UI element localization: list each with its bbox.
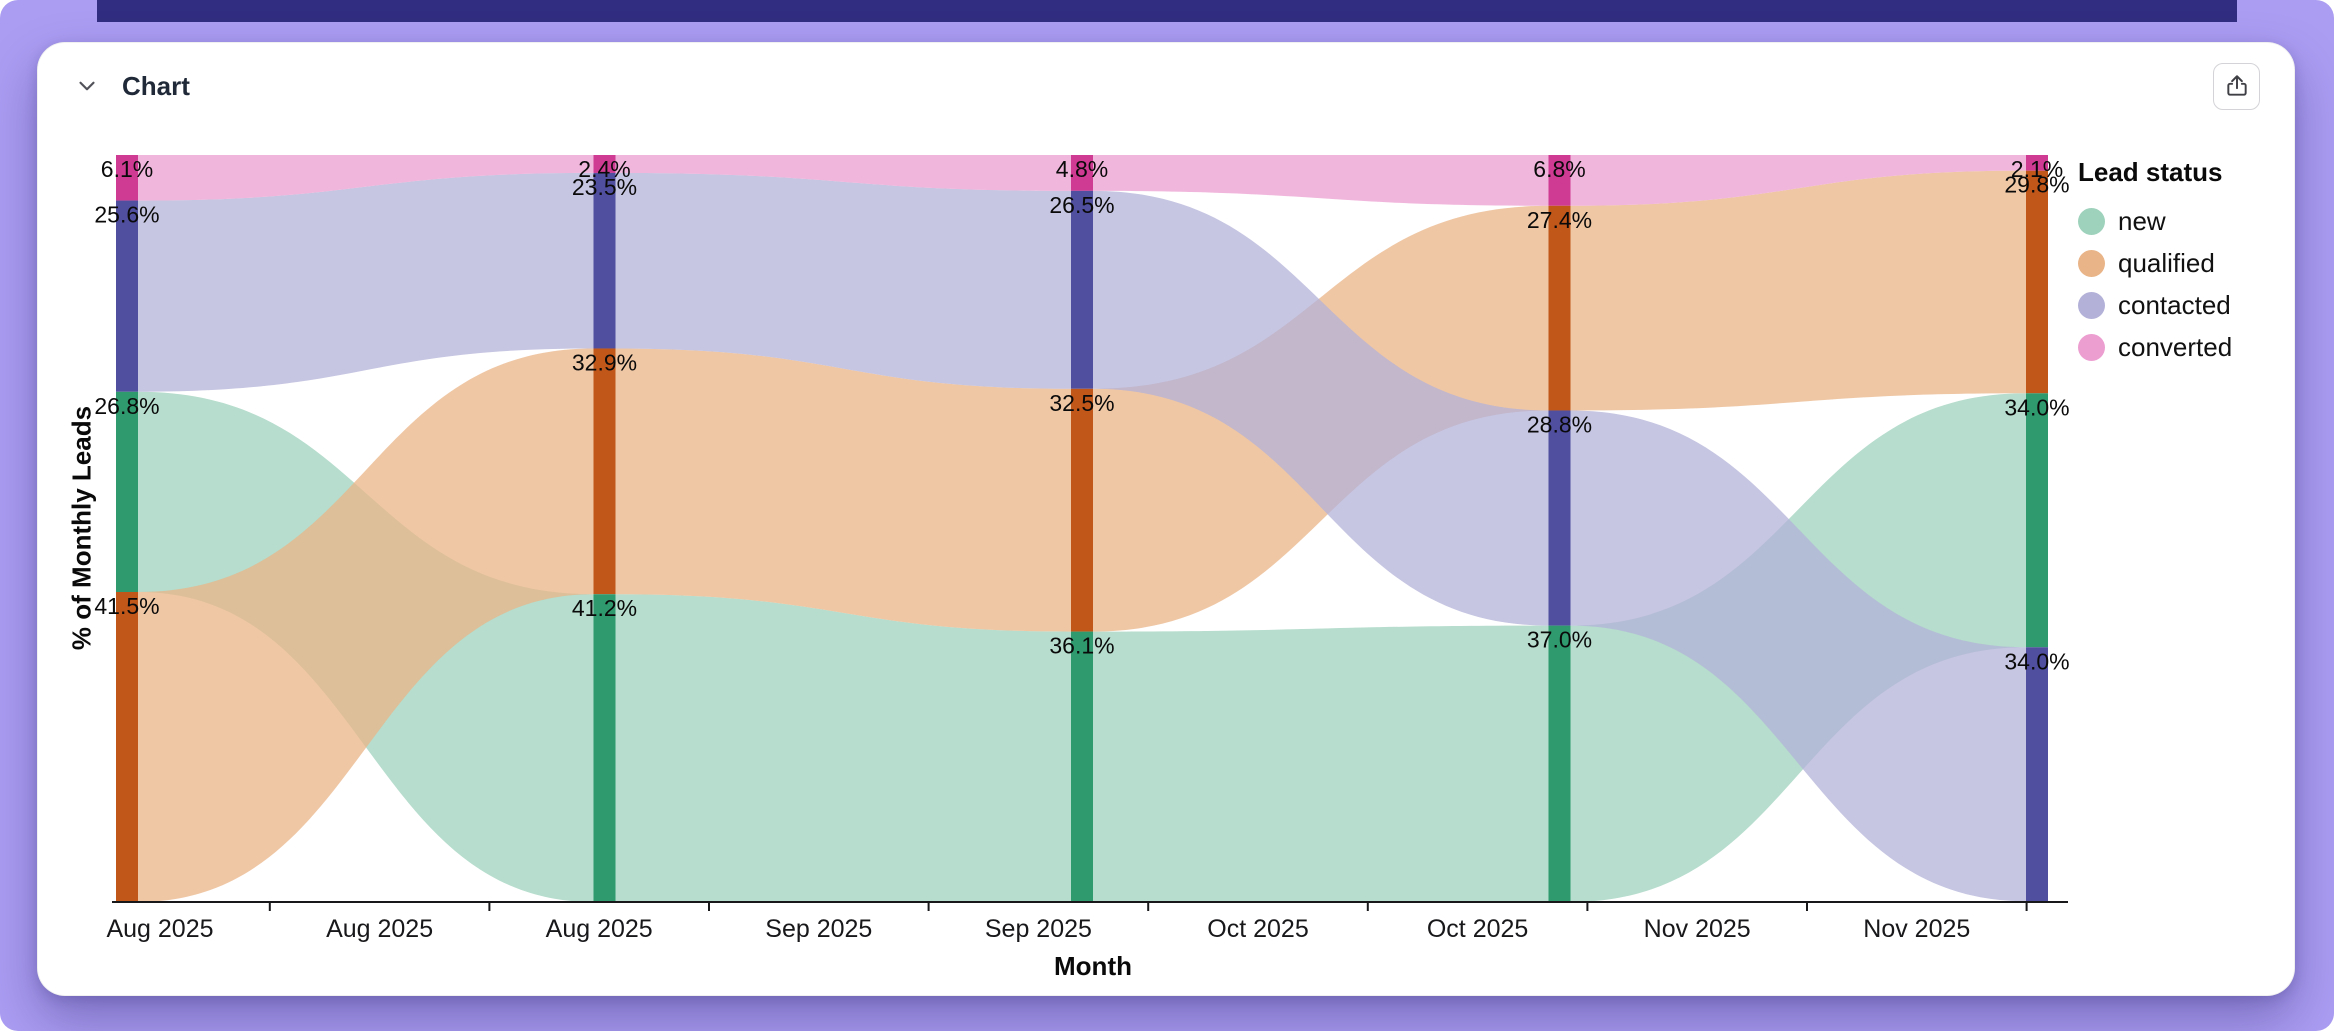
flow-contacted	[615, 172, 1071, 389]
chart-area: 6.1% 25.6% 26.8% 41.5% 2.4% 23.5% 32.9% 41.2% 4.…	[38, 129, 2294, 995]
legend-swatch-qualified	[2078, 249, 2105, 277]
flow-contacted	[1570, 410, 2026, 902]
node-contacted	[116, 200, 138, 392]
node-value-label: 23.5%	[572, 174, 637, 200]
node-value-label: 26.5%	[1049, 192, 1114, 218]
node-value-label: 6.8%	[1533, 156, 1585, 182]
flow-contacted	[138, 172, 594, 392]
node-new	[116, 391, 138, 592]
x-tick-label: Oct 2025	[1427, 915, 1528, 943]
legend: Lead status new qualified contacted convert…	[2078, 157, 2292, 368]
legend-item-new[interactable]: new	[2078, 200, 2292, 242]
flow-new	[1093, 625, 1549, 902]
x-tick-label: Oct 2025	[1207, 915, 1308, 943]
flow-converted	[1093, 155, 1549, 206]
node-converted	[1548, 155, 1571, 206]
legend-label: new	[2118, 205, 2166, 236]
flow-converted	[138, 155, 594, 201]
node-value-label: 32.5%	[1049, 390, 1114, 416]
node-contacted	[1548, 410, 1571, 626]
node-new	[1548, 625, 1571, 902]
node-qualified	[116, 591, 138, 902]
x-axis: Aug 2025 Aug 2025 Aug 2025 Sep 2025 Sep 2025…	[106, 901, 2068, 943]
node-value-label: 6.1%	[101, 156, 153, 182]
flow-converted	[615, 155, 1071, 191]
node-value-label: 28.8%	[1527, 411, 1592, 437]
x-tick-label: Aug 2025	[106, 915, 213, 943]
legend-swatch-converted	[2078, 333, 2105, 361]
node-new	[1071, 631, 1093, 902]
node-value-label: 26.8%	[94, 393, 159, 419]
node-value-label: 2.1%	[2011, 156, 2063, 182]
legend-label: converted	[2118, 331, 2233, 362]
flow-new	[615, 594, 1071, 902]
legend-title: Lead status	[2078, 157, 2223, 187]
top-strip	[97, 0, 2237, 22]
node-value-label: 2.4%	[578, 156, 630, 182]
y-axis-label: % of Monthly Leads	[66, 405, 97, 651]
legend-item-qualified[interactable]: qualified	[2078, 242, 2292, 284]
node-value-label: 34.0%	[2004, 394, 2069, 420]
node-value-label: 32.9%	[572, 349, 637, 375]
node-converted	[116, 155, 138, 201]
node-converted	[593, 155, 616, 173]
value-labels: 6.1% 25.6% 26.8% 41.5% 2.4%23.5% 32.9% 41.2% 4.…	[94, 156, 2069, 674]
panel-title: Chart	[122, 70, 190, 101]
node-qualified	[1071, 388, 1093, 632]
node-value-label: 34.0%	[2004, 648, 2069, 674]
x-axis-label: Month	[1054, 951, 1132, 981]
node-value-label: 41.5%	[94, 593, 159, 619]
node-value-label: 37.0%	[1527, 627, 1592, 653]
alluvial-chart: 6.1% 25.6% 26.8% 41.5% 2.4%23.5% 32.9% 41.2% 4.…	[94, 155, 2070, 943]
x-tick-label: Nov 2025	[1644, 915, 1751, 943]
node-new	[593, 594, 616, 902]
flow-qualified	[1570, 170, 2026, 411]
node-value-label: 27.4%	[1527, 207, 1592, 233]
share-icon	[2224, 73, 2250, 99]
node-converted	[1071, 155, 1093, 191]
chart-card: Chart 6.1% 25.6% 26.8% 41.5% 2.4% 23.5% 32.9% 4…	[37, 42, 2295, 996]
node-value-label: 41.2%	[572, 595, 637, 621]
node-converted	[2026, 155, 2048, 171]
node-value-label: 25.6%	[94, 202, 159, 228]
node-qualified	[2026, 170, 2048, 394]
chevron-down-icon[interactable]	[72, 71, 102, 101]
node-contacted	[1071, 190, 1093, 389]
card-header: Chart	[38, 43, 2294, 129]
legend-items: new qualified contacted converted	[2078, 200, 2292, 368]
node-new	[2026, 393, 2048, 648]
flow-qualified	[615, 348, 1071, 632]
legend-item-converted[interactable]: converted	[2078, 326, 2292, 368]
legend-label: contacted	[2118, 289, 2231, 320]
flow-qualified	[138, 348, 594, 902]
x-tick-label: Sep 2025	[765, 915, 872, 943]
node-contacted	[593, 172, 616, 349]
node-qualified	[1548, 205, 1571, 411]
flow-converted	[1570, 155, 2026, 206]
node-value-label: 4.8%	[1056, 156, 1108, 182]
x-tick-label: Nov 2025	[1863, 915, 1970, 943]
node-value-label: 29.8%	[2004, 172, 2069, 198]
x-tick-label: Aug 2025	[326, 915, 433, 943]
node-value-label: 36.1%	[1049, 633, 1114, 659]
x-tick-label: Sep 2025	[985, 915, 1092, 943]
legend-label: qualified	[2118, 247, 2215, 278]
x-tick-label: Aug 2025	[546, 915, 653, 943]
nodes	[116, 155, 2048, 902]
export-button[interactable]	[2213, 62, 2260, 110]
legend-swatch-contacted	[2078, 291, 2105, 319]
flow-ribbons	[138, 155, 2026, 902]
node-contacted	[2026, 647, 2048, 902]
flow-contacted	[1093, 190, 1549, 626]
legend-swatch-new	[2078, 207, 2105, 235]
node-qualified	[593, 348, 616, 595]
legend-item-contacted[interactable]: contacted	[2078, 284, 2292, 326]
